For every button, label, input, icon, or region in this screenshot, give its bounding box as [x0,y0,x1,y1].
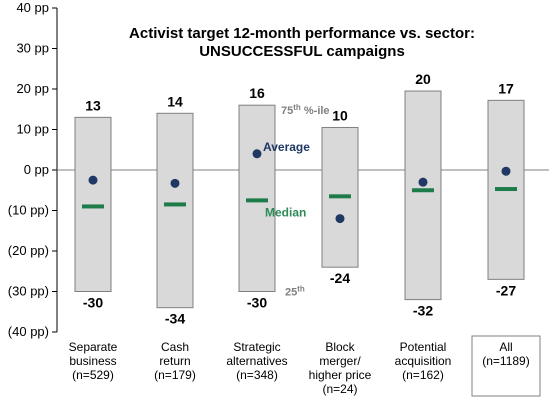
average-dot [501,166,511,176]
annotation-25th-percentile: 25th [285,285,305,299]
category-label: return [159,354,190,368]
chart-title-line-2: UNSUCCESSFUL campaigns [199,43,405,60]
category-label: merger/ [319,354,361,368]
category-label: Block [325,340,355,354]
category-label: (n=162) [402,368,444,382]
average-dot [88,175,98,185]
y-tick-label: (30 pp) [8,284,49,299]
p75-value-label: 10 [332,107,348,123]
category-label: Potential [400,340,447,354]
y-tick-label: 30 pp [16,41,49,56]
category-label: (n=179) [154,368,196,382]
annotation-median: Median [265,205,306,219]
median-bar [82,204,104,209]
plot-area: 40 pp 30 pp 20 pp 10 pp 0 pp (10 pp) (20 pp) (3… [8,0,549,397]
p75-value-label: 16 [249,85,265,101]
average-dot [335,214,345,224]
p25-value-label: -30 [247,295,267,311]
category-label: Strategic [233,340,280,354]
range-box [156,112,194,309]
average-dot [252,149,262,159]
p25-value-label: -27 [496,282,516,298]
y-tick-label: 20 pp [16,81,49,96]
p25-value-label: -32 [413,303,433,319]
median-bar [246,198,268,203]
p25-value-label: -34 [165,311,185,327]
average-dot [418,177,428,187]
category-label: alternatives [226,354,287,368]
p25-value-label: -24 [330,270,350,286]
average-dot [170,178,180,188]
category-label: higher price [309,368,372,382]
range-box [74,116,112,292]
y-tick-label: 40 pp [16,0,49,15]
category-label: business [69,354,116,368]
y-tick-label: 10 pp [16,122,49,137]
p75-value-label: 20 [415,71,431,87]
median-bar [329,194,351,199]
category-label: acquisition [395,354,452,368]
category-label: Separate [69,340,118,354]
category-label: (n=1189) [482,354,529,368]
p75-value-label: 14 [167,93,183,109]
median-bar [495,187,517,192]
y-tick-label: 0 pp [24,162,49,177]
category-label: (n=348) [236,368,278,382]
y-tick-label: (40 pp) [8,324,49,339]
median-bar [164,202,186,207]
annotation-average: Average [263,140,310,154]
p75-value-label: 17 [498,80,514,96]
category-highlight-box [471,335,541,397]
category-label: (n=529) [72,368,114,382]
median-bar [412,188,434,193]
category-label: (n=24) [322,382,357,396]
p25-value-label: -30 [83,295,103,311]
p75-value-label: 13 [85,97,101,113]
annotation-75th-percentile: 75th %-ile [281,103,330,117]
category-label: All [499,340,512,354]
chart-title-line-1: Activist target 12-month performance vs.… [129,25,475,42]
category-label: Cash [161,340,189,354]
range-box [404,90,442,301]
range-box [238,104,276,292]
y-tick-label: (20 pp) [8,243,49,258]
y-tick-label: (10 pp) [8,203,49,218]
